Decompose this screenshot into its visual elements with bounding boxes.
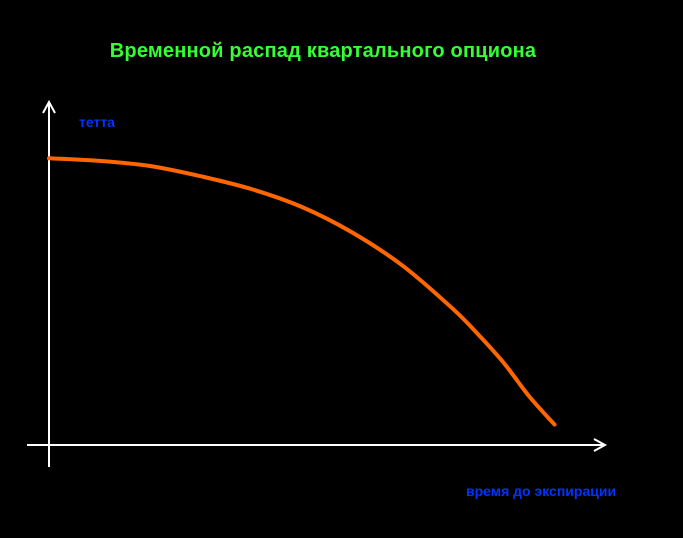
axes xyxy=(27,99,608,467)
chart-title: Временной распад квартального опциона xyxy=(109,40,537,62)
y-axis-label: тетта xyxy=(79,114,115,130)
y-axis-arrowhead xyxy=(42,99,56,114)
x-axis-label: время до экспирации xyxy=(466,483,617,499)
x-axis-arrowhead xyxy=(593,438,608,452)
series-line-0 xyxy=(47,156,557,427)
series-layer xyxy=(47,156,557,427)
